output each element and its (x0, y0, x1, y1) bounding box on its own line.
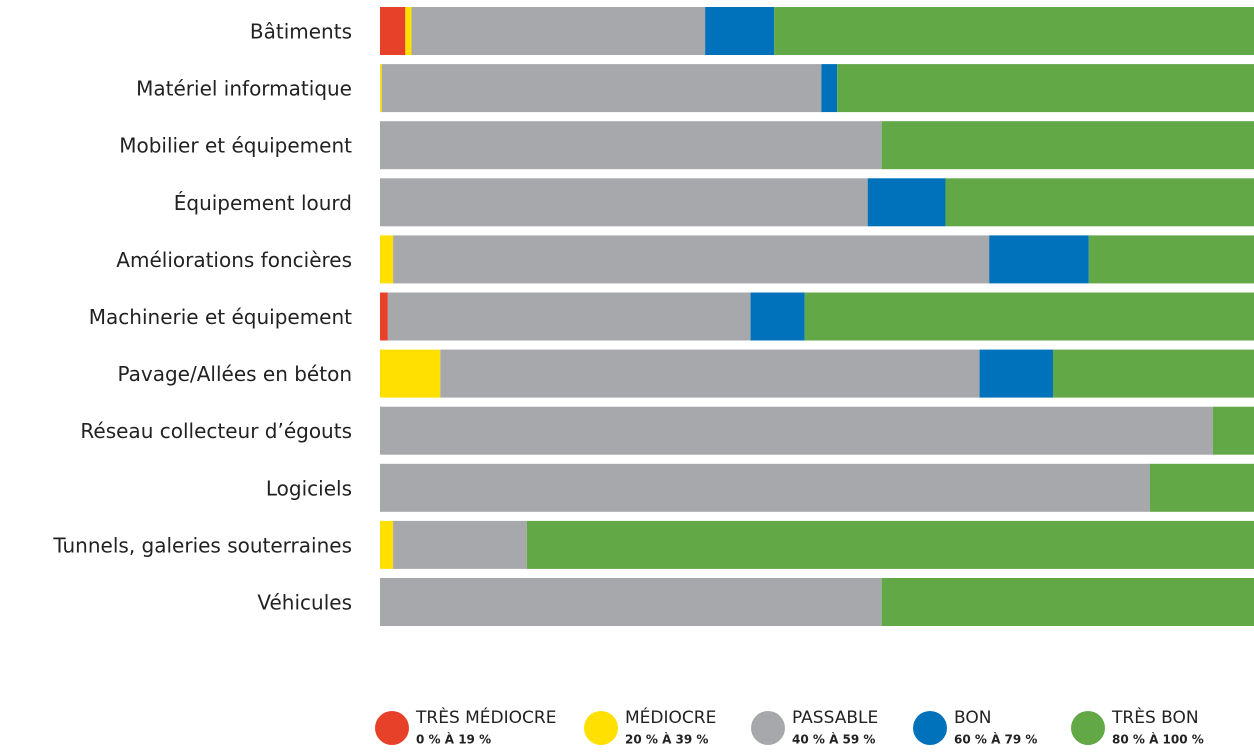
bar-segment (867, 178, 946, 227)
bar-segment (380, 7, 406, 55)
bar-segment (380, 292, 388, 341)
bar-segment (387, 292, 751, 341)
bar-segment (380, 578, 882, 626)
bar-segment (380, 121, 882, 170)
bar-segment (945, 178, 1254, 227)
legend-name: MÉDIOCRE (625, 706, 716, 728)
bar-segment (979, 349, 1053, 398)
legend-swatch (584, 711, 618, 745)
category-label: Mobilier et équipement (119, 134, 352, 158)
legend-range: 20 % À 39 % (625, 732, 708, 747)
bar-segment (705, 7, 775, 55)
legend-name: TRÈS BON (1111, 706, 1199, 728)
category-label: Tunnels, galeries souterraines (52, 533, 352, 557)
bar-segment (380, 406, 1213, 455)
bar-segment (393, 520, 527, 569)
legend-range: 0 % À 19 % (416, 732, 491, 747)
category-label: Équipement lourd (174, 191, 352, 215)
legend-name: BON (954, 708, 991, 728)
bar-segment (1149, 463, 1254, 512)
bar-segment (774, 7, 1254, 55)
bar-segment (881, 578, 1254, 626)
bar-segment (989, 235, 1089, 284)
legend-swatch (751, 711, 785, 745)
category-label: Logiciels (266, 476, 352, 500)
legend-swatch (375, 711, 409, 745)
bar-segment (380, 178, 868, 227)
legend-range: 40 % À 59 % (792, 732, 875, 747)
legend-swatch (1071, 711, 1105, 745)
bar-segment (380, 349, 441, 398)
bar-segment (804, 292, 1254, 341)
bar-segment (750, 292, 805, 341)
bar-segment (381, 64, 822, 113)
category-label: Véhicules (257, 591, 352, 615)
category-label: Améliorations foncières (116, 248, 352, 272)
bar-segment (1212, 406, 1254, 455)
category-label: Machinerie et équipement (89, 305, 352, 329)
bar-segment (411, 7, 706, 55)
bar-segment (380, 520, 394, 569)
legend-swatch (913, 711, 947, 745)
bar-segment (837, 64, 1254, 113)
category-label: Pavage/Allées en béton (117, 362, 352, 386)
bar-segment (405, 7, 412, 55)
bar-segment (380, 463, 1150, 512)
bar-segment (526, 520, 1254, 569)
category-label: Bâtiments (250, 20, 352, 44)
bar-segment (881, 121, 1254, 170)
bar-segment (440, 349, 980, 398)
legend-range: 60 % À 79 % (954, 732, 1037, 747)
bar-segment (380, 64, 382, 113)
legend-name: TRÈS MÉDIOCRE (415, 706, 556, 728)
legend-name: PASSABLE (792, 708, 878, 728)
category-label: Réseau collecteur d’égouts (80, 419, 352, 443)
bar-segment (393, 235, 990, 284)
legend-range: 80 % À 100 % (1112, 732, 1204, 747)
category-label: Matériel informatique (136, 77, 352, 101)
bar-segment (1088, 235, 1254, 284)
bar-segment (1052, 349, 1254, 398)
bar-segment (821, 64, 838, 113)
bar-segment (380, 235, 394, 284)
